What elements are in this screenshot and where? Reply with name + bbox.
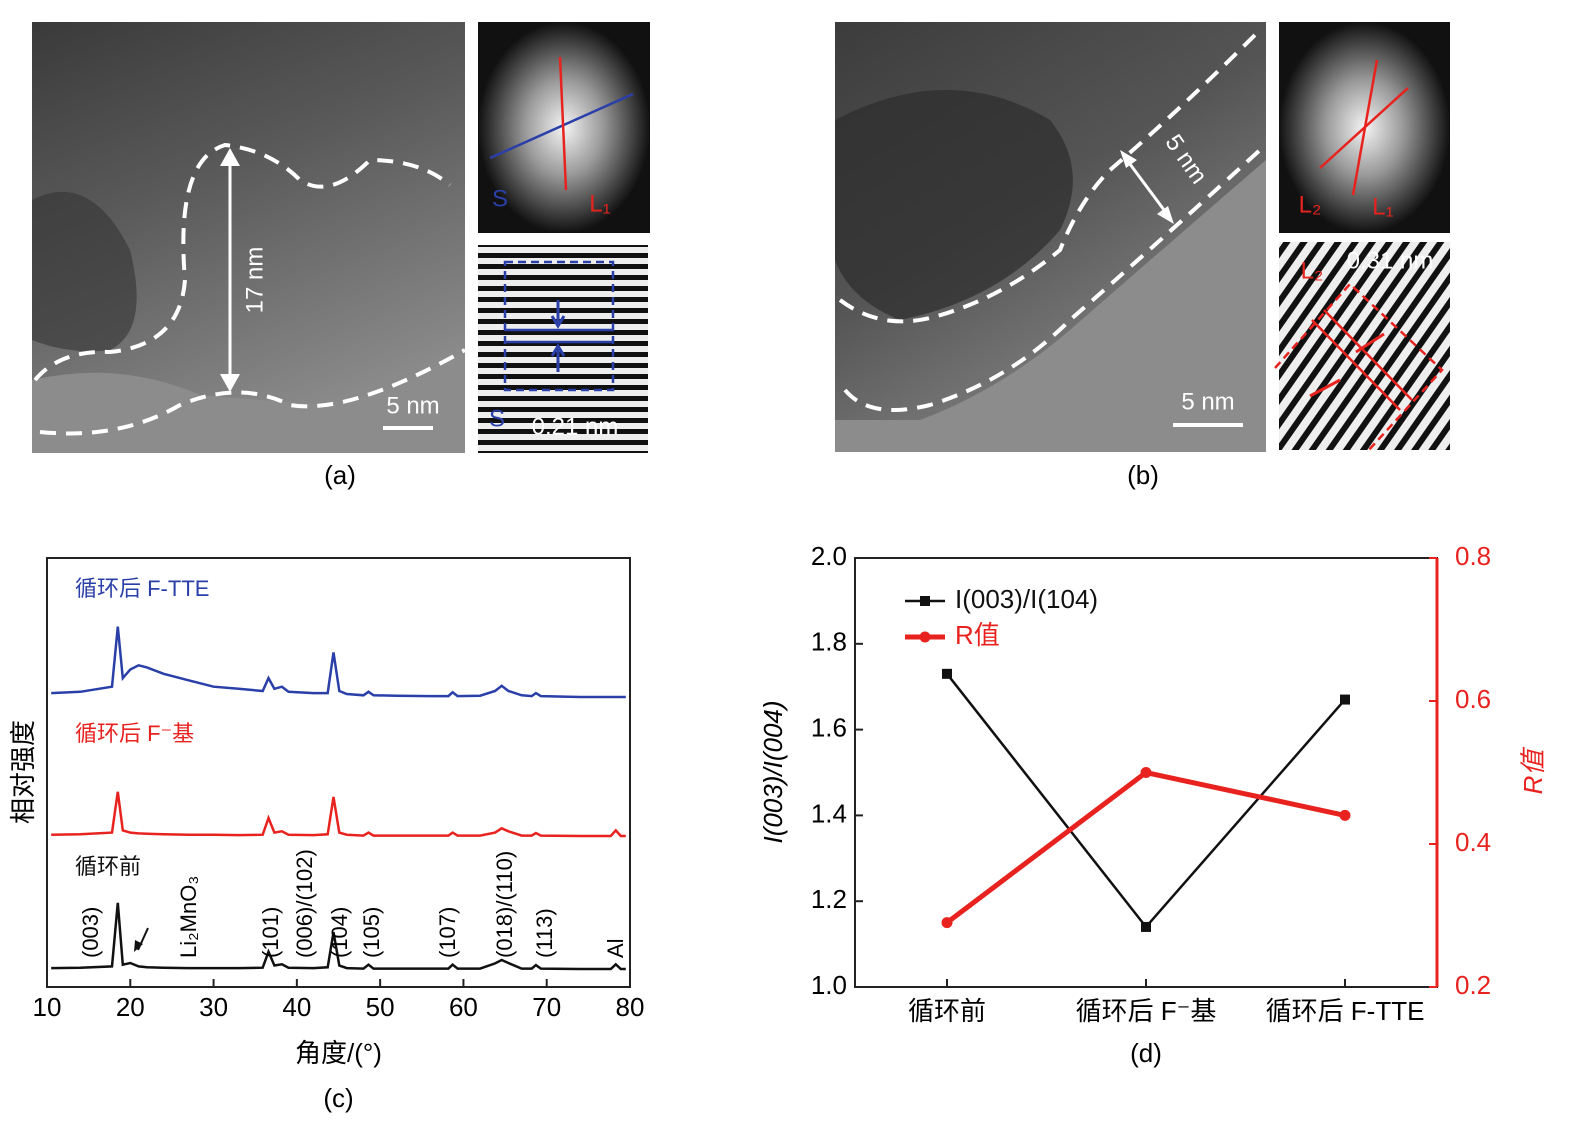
y2-axis-label: R值 [1518,747,1548,795]
thickness-arrow [1122,155,1172,219]
x-tick-label: 30 [199,992,228,1022]
fft-line [558,56,568,191]
marker [1339,809,1351,821]
y-axis-label: I(003)/I(004) [758,700,788,843]
x-tick-label: 循环后 F⁻基 [1076,996,1217,1026]
series-label: 循环后 F-TTE [75,576,209,601]
marker [941,917,953,929]
spectrum [51,902,626,971]
dark-region [32,191,137,352]
peak-label: (018)/(110) [492,851,517,958]
spectrum [51,791,626,838]
arrow-heads [1120,150,1174,224]
peak-label: (006)/(102) [292,849,317,958]
legend-marker [919,631,931,643]
y2-tick-label: 0.6 [1455,684,1491,714]
lattice-label: L₂ [1301,257,1324,284]
series-label: 循环前 [75,854,141,879]
marker [942,668,952,679]
annotation-arrow-head [134,940,143,952]
panel-a: 17 nm 5 nm S L₁ S 0.21 nm (a) [32,22,650,490]
y2-tick-label: 0.4 [1455,827,1491,857]
legend-label: R值 [955,620,1000,650]
panel-b: 5 nm 5 nm L₂ L₁ L₂ 0.31 nm (b) [835,22,1450,490]
fft-label: L₁ [589,190,610,217]
peak-label: Al [603,938,628,958]
peak-label: (104) [327,907,352,958]
legend-marker [920,596,930,606]
lattice-line [1323,309,1413,401]
y-tick-label: 2.0 [811,541,847,571]
x-axis-label: 角度/(°) [295,1038,382,1068]
marker [1340,694,1350,705]
y-axis-label: 相对强度 [8,720,38,824]
lattice-label: 0.31 nm [1347,247,1434,274]
vacuum [32,350,465,453]
lattice-box [503,260,615,392]
boundary [39,348,466,436]
lattice-line [1311,319,1401,411]
y-tick-label: 1.2 [811,884,847,914]
lattice-arrows [1309,332,1385,398]
x-tick-label: 70 [532,992,561,1022]
series-line [945,769,1346,925]
scale-bar-label: 5 nm [1181,388,1234,415]
x-tick-label: 60 [449,992,478,1022]
x-tick-label: 40 [282,992,311,1022]
lattice-inset [478,245,648,453]
series-label: 循环后 F⁻基 [75,721,194,746]
y2-tick-label: 0.8 [1455,541,1491,571]
dark-region [835,90,1073,320]
scale-bar-label: 5 nm [386,392,439,419]
vacuum [835,160,1266,452]
fft-line [1351,59,1379,196]
y-tick-label: 1.6 [811,712,847,742]
fft-label: S [492,185,508,212]
peak-label: (101) [258,907,283,958]
peak-label: (113) [532,908,557,958]
x-tick-label: 循环前 [908,996,986,1026]
legend-label: I(003)/I(104) [955,584,1098,614]
boundary [33,142,452,382]
boundary [838,28,1262,324]
x-tick-label: 20 [116,992,145,1022]
x-tick-label: 循环后 F-TTE [1266,996,1425,1026]
marker [1140,767,1152,778]
y-tick-label: 1.0 [811,970,847,1000]
fft-line [489,92,634,160]
marker [1141,921,1151,932]
plot-frame [46,557,631,988]
fft-label: L₂ [1299,191,1322,218]
fft-label: L₁ [1372,193,1393,220]
boundary [843,148,1262,412]
y2-tick-label: 0.2 [1455,970,1491,1000]
x-tick-label: 80 [616,992,645,1022]
y-tick-label: 1.4 [811,798,847,828]
x-tick-label: 10 [33,992,62,1022]
peak-label: (107) [435,907,460,958]
peak-label: (105) [359,907,384,958]
peak-label: Li₂MnO₃ [176,876,201,958]
caption: (b) [1127,460,1159,490]
spectrum [51,626,626,699]
peak-label: (003) [78,907,103,958]
caption: (d) [1130,1038,1162,1068]
lattice-box [1274,282,1444,453]
caption: (c) [323,1083,353,1113]
lattice-label: 0.21 nm [532,413,619,440]
thickness-label: 17 nm [241,247,268,314]
lattice-label: S [489,405,505,432]
x-tick-label: 50 [366,992,395,1022]
lattice-arrows [550,300,566,372]
caption: (a) [324,460,356,490]
y-tick-label: 1.8 [811,627,847,657]
